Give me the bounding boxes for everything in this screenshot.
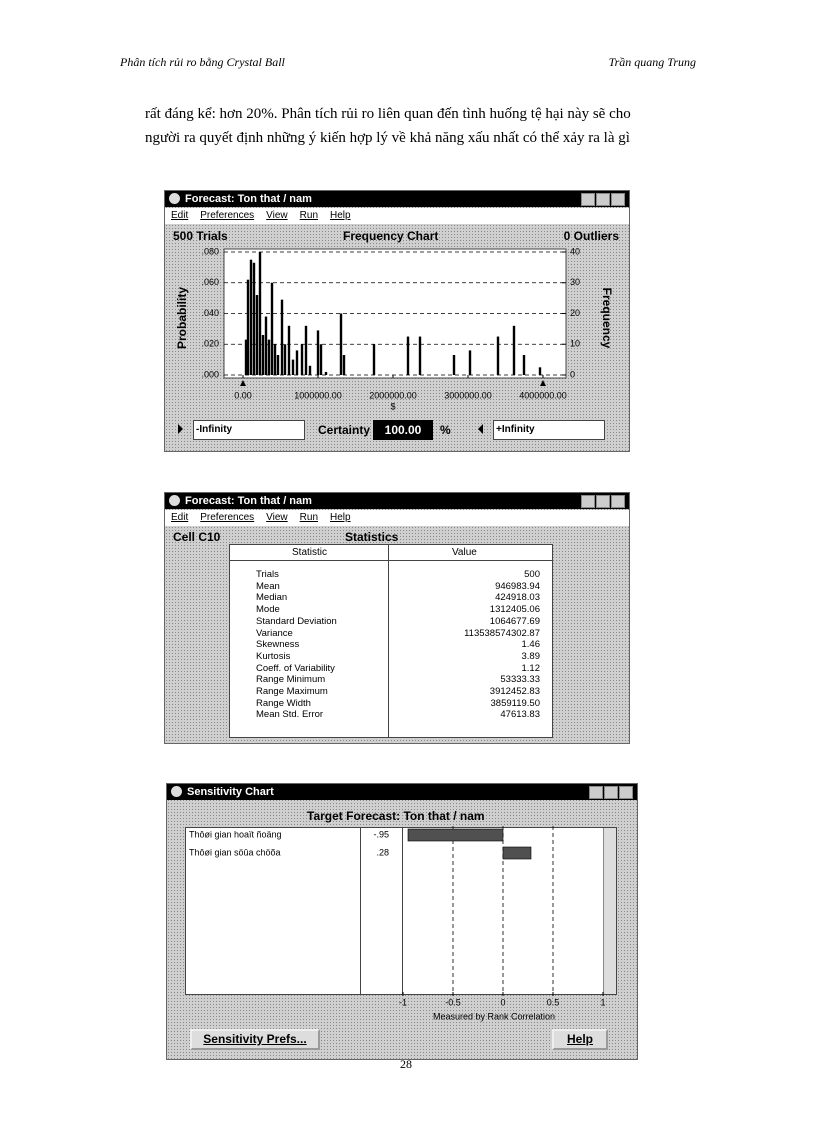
prefs-button[interactable]: Sensitivity Prefs...: [190, 1029, 320, 1050]
menu-item[interactable]: Edit: [171, 210, 189, 221]
statistic-value: 1312405.06: [489, 604, 540, 616]
statistic-value: 53333.33: [500, 674, 540, 686]
statistics-table: Statistic Value Trials 500 Mean 946983.94 Me…: [229, 544, 553, 738]
menu-item[interactable]: Run: [299, 512, 319, 523]
title-bar: Sensitivity Chart: [167, 784, 637, 800]
certainty-value[interactable]: 100.00: [373, 420, 433, 440]
statistic-value: 500: [524, 569, 540, 580]
paragraph-line: rất đáng kể: hơn 20%. Phân tích rủi ro l…: [145, 106, 631, 122]
page-number: 28: [400, 1057, 412, 1071]
statistic-value: 1064677.69: [489, 615, 540, 627]
header-left: Phân tích rủi ro bằng Crystal Ball: [120, 55, 285, 69]
statistic-name: Mode: [256, 604, 280, 616]
chart-title: Frequency Chart: [343, 229, 439, 243]
forecast-window: Forecast: Ton that / nam Edit Preferences…: [164, 190, 630, 452]
trials: 500 Trials: [173, 229, 228, 243]
window-title: Forecast: Ton that / nam: [185, 495, 312, 507]
statistic-name: Median: [256, 592, 288, 604]
right-bound[interactable]: +Infinity: [493, 420, 605, 440]
menu-item[interactable]: Help: [330, 512, 351, 523]
certainty-label: Certainty: [318, 423, 371, 437]
statistic-name: Mean: [256, 580, 280, 592]
cell: Cell C10: [173, 530, 221, 544]
statistic-name: Range Width: [256, 697, 311, 709]
header-right: Trần quang Trung: [608, 55, 696, 69]
sensitivity-window: Sensitivity Chart Target Forecast: Ton t…: [166, 783, 638, 1060]
paragraph-line: người ra quyết định những ý kiến hợp lý …: [145, 130, 630, 146]
statistic-value: 3859119.50: [490, 697, 541, 709]
percent: %: [440, 423, 451, 437]
statistic-value: 1.46: [521, 639, 541, 651]
menu-item[interactable]: Preferences: [200, 512, 255, 523]
left-bound[interactable]: -Infinity: [193, 420, 305, 440]
outliers: 0 Outliers: [563, 229, 619, 243]
column-header: Value: [452, 547, 477, 558]
menu-item[interactable]: View: [266, 512, 288, 523]
menu-item[interactable]: Help: [330, 210, 351, 221]
menu-bar: Edit Preferences View Run Help: [165, 208, 629, 224]
menu-item[interactable]: Edit: [171, 512, 189, 523]
sensitivity-panel: [185, 827, 617, 995]
target-forecast: Target Forecast: Ton that / nam: [307, 809, 485, 823]
menu-item[interactable]: View: [266, 210, 288, 221]
window-title: Sensitivity Chart: [187, 786, 274, 798]
statistic-value: 113538574302.87: [464, 627, 540, 639]
menu-item[interactable]: Run: [299, 210, 319, 221]
statistic-value: 3.89: [521, 650, 541, 662]
statistic-name: Kurtosis: [256, 650, 291, 662]
title-bar: Forecast: Ton that / nam: [165, 191, 629, 207]
statistic-name: Skewness: [256, 639, 300, 651]
statistic-value: 1.12: [521, 662, 541, 674]
statistic-name: Range Maximum: [256, 686, 328, 697]
statistics-heading: Statistics: [345, 530, 399, 544]
window-title: Forecast: Ton that / nam: [185, 193, 312, 205]
statistic-value: 424918.03: [495, 592, 540, 604]
menu-bar: Edit Preferences View Run Help: [165, 510, 629, 526]
statistic-name: Standard Deviation: [256, 615, 337, 627]
statistic-name: Mean Std. Error: [256, 709, 324, 721]
title-bar: Forecast: Ton that / nam: [165, 493, 629, 509]
statistics-window: Forecast: Ton that / nam Edit Preferences…: [164, 492, 630, 744]
column-header: Statistic: [292, 547, 328, 558]
statistic-name: Range Minimum: [256, 674, 326, 686]
statistic-name: Variance: [256, 627, 293, 639]
statistic-value: 946983.94: [495, 580, 540, 592]
statistic-value: 47613.83: [500, 709, 540, 721]
menu-item[interactable]: Preferences: [200, 210, 255, 221]
statistic-name: Trials: [256, 569, 279, 580]
statistic-value: 3912452.83: [489, 686, 540, 697]
statistic-name: Coeff. of Variability: [256, 662, 335, 674]
help-button[interactable]: Help: [552, 1029, 608, 1050]
